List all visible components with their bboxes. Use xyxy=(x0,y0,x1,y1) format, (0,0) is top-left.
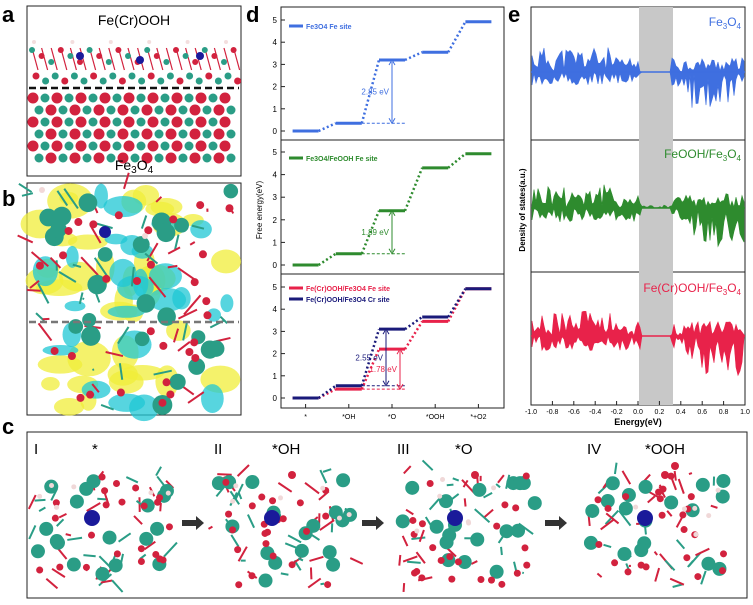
d-ytick: 0 xyxy=(273,394,278,403)
adsorbate-o2 xyxy=(671,462,679,470)
e-xtick: -0.6 xyxy=(568,409,580,416)
cr-atom xyxy=(637,510,653,526)
top-layer-label: Fe(Cr)OOH xyxy=(98,12,170,28)
d-ytick: 4 xyxy=(273,38,278,47)
d-ytick: 3 xyxy=(273,327,278,336)
e-ylabel: Density of states(a.u.) xyxy=(518,168,527,251)
d-ytick: 1 xyxy=(273,105,278,114)
panel-a: a Fe(Cr)OOH Fe3O4 xyxy=(2,2,241,176)
legend-label: Fe3O4/FeOOH Fe site xyxy=(306,156,378,163)
panel-letter-c: c xyxy=(2,414,14,439)
d-ytick: 5 xyxy=(273,148,278,157)
adsorbate-o xyxy=(471,471,479,479)
e-xtick: -0.8 xyxy=(546,409,558,416)
d-ytick: 2 xyxy=(273,83,278,92)
dos-series-label: Fe(Cr)OOH/Fe3O4 xyxy=(643,281,741,297)
d-xtick: *OH xyxy=(342,414,355,421)
d-ytick: 0 xyxy=(273,127,278,136)
d-ytick: 0 xyxy=(273,261,278,270)
d-xtick: *+O2 xyxy=(470,414,486,421)
d-ytick: 2 xyxy=(273,350,278,359)
adsorbate-label: *O xyxy=(455,441,473,458)
d-ytick: 1 xyxy=(273,238,278,247)
panel-c: c I * II *OH III *O IV *OOH xyxy=(2,414,747,598)
legend-label: Fe(Cr)OOH/Fe3O4 Fe site xyxy=(306,286,390,293)
cr-atom xyxy=(84,510,100,526)
e-xtick: 0.2 xyxy=(655,409,665,416)
e-xtick: 0.4 xyxy=(676,409,686,416)
e-xtick: -0.2 xyxy=(611,409,623,416)
legend-label: Fe3O4 Fe site xyxy=(306,24,352,31)
delta-label: 1.78 eV xyxy=(369,365,397,374)
d-ytick: 1 xyxy=(273,372,278,381)
d-xtick: *O xyxy=(388,414,397,421)
d-ytick: 5 xyxy=(273,283,278,292)
panel-letter-b: b xyxy=(2,186,15,211)
legend-label: Fe(Cr)OOH/Fe3O4 Cr site xyxy=(306,297,390,304)
panel-b: b xyxy=(2,173,241,421)
d-xtick: *OOH xyxy=(426,414,445,421)
d-ytick: 4 xyxy=(273,171,278,180)
step-roman-numeral: III xyxy=(397,441,410,458)
e-xtick: -1.0 xyxy=(525,409,537,416)
delta-label: 2.55 eV xyxy=(355,353,383,362)
dos-series-label: FeOOH/Fe3O4 xyxy=(664,147,741,163)
adsorbate-o xyxy=(288,471,296,479)
e-xtick: -0.4 xyxy=(589,409,601,416)
d-ylabel: Free energy(eV) xyxy=(255,181,264,240)
panel-letter-a: a xyxy=(2,2,15,27)
panel-letter-e: e xyxy=(508,2,520,27)
e-xtick: 0.6 xyxy=(697,409,707,416)
e-xlabel: Energy(eV) xyxy=(614,417,662,427)
d-ytick: 5 xyxy=(273,16,278,25)
delta-label: 1.89 eV xyxy=(361,228,389,237)
e-xtick: 0.0 xyxy=(633,409,643,416)
panel-e: e Density of states(a.u.) Energy(eV) -1.… xyxy=(508,2,750,427)
delta-label: 2.85 eV xyxy=(361,88,389,97)
step-roman-numeral: IV xyxy=(587,441,601,458)
panel-d: d Free energy(eV) 0 1 2 3 4 5 Fe3O4 Fe site 2.8… xyxy=(246,2,504,421)
d-ytick: 2 xyxy=(273,216,278,225)
d-ytick: 4 xyxy=(273,305,278,314)
e-xtick: 0.8 xyxy=(719,409,729,416)
d-ytick: 3 xyxy=(273,193,278,202)
e-xtick: 1.0 xyxy=(740,409,750,416)
d-xtick: * xyxy=(304,414,307,421)
step-roman-numeral: II xyxy=(214,441,222,458)
cr-atom xyxy=(264,510,280,526)
adsorbate-o xyxy=(661,471,669,479)
panel-letter-d: d xyxy=(246,2,259,27)
adsorbate-label: *OH xyxy=(272,441,300,458)
d-ytick: 3 xyxy=(273,60,278,69)
adsorbate-label: *OOH xyxy=(645,441,685,458)
adsorbate-label: * xyxy=(92,441,98,458)
cr-atom xyxy=(447,510,463,526)
step-roman-numeral: I xyxy=(34,441,38,458)
